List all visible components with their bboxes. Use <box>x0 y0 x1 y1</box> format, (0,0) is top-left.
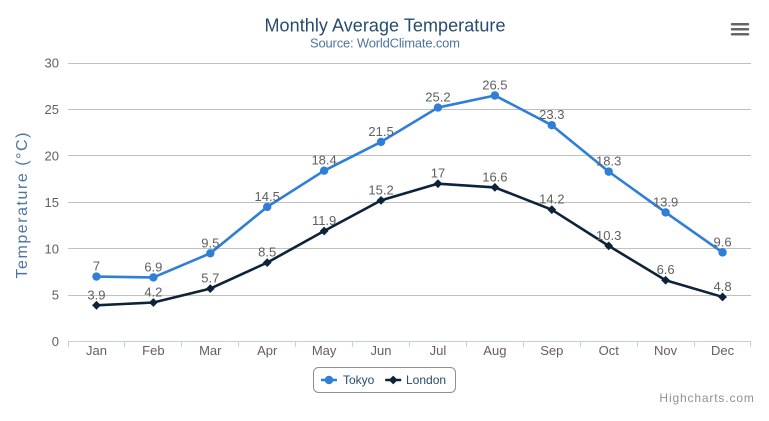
svg-text:Aug: Aug <box>483 343 506 358</box>
svg-text:14.2: 14.2 <box>539 192 564 207</box>
svg-text:6.6: 6.6 <box>657 262 675 277</box>
svg-text:Temperature (°C): Temperature (°C) <box>14 133 31 279</box>
svg-text:Dec: Dec <box>711 343 735 358</box>
svg-text:14.5: 14.5 <box>255 189 280 204</box>
svg-text:5.7: 5.7 <box>201 271 219 286</box>
svg-text:9.6: 9.6 <box>714 234 732 249</box>
svg-text:21.5: 21.5 <box>368 124 393 139</box>
svg-text:9.5: 9.5 <box>201 235 219 250</box>
svg-text:10.3: 10.3 <box>596 228 621 243</box>
svg-text:15: 15 <box>45 195 59 210</box>
svg-text:16.6: 16.6 <box>482 169 507 184</box>
svg-text:Source: WorldClimate.com: Source: WorldClimate.com <box>310 36 460 51</box>
svg-text:Monthly Average Temperature: Monthly Average Temperature <box>265 15 506 35</box>
svg-text:18.3: 18.3 <box>596 154 621 169</box>
svg-text:8.5: 8.5 <box>258 245 276 260</box>
svg-text:May: May <box>312 343 337 358</box>
svg-text:15.2: 15.2 <box>368 182 393 197</box>
svg-text:6.9: 6.9 <box>144 259 162 274</box>
svg-text:4.2: 4.2 <box>144 285 162 300</box>
svg-text:5: 5 <box>52 288 59 303</box>
svg-text:Mar: Mar <box>199 343 222 358</box>
svg-text:18.4: 18.4 <box>311 153 336 168</box>
svg-text:Sep: Sep <box>540 343 563 358</box>
svg-text:Jul: Jul <box>430 343 447 358</box>
svg-text:4.8: 4.8 <box>714 279 732 294</box>
svg-text:London: London <box>406 373 446 387</box>
svg-text:23.3: 23.3 <box>539 107 564 122</box>
svg-text:17: 17 <box>431 166 445 181</box>
svg-text:3.9: 3.9 <box>87 287 105 302</box>
svg-text:Apr: Apr <box>257 343 278 358</box>
svg-text:Tokyo: Tokyo <box>343 373 375 387</box>
svg-text:Jan: Jan <box>86 343 107 358</box>
svg-text:0: 0 <box>52 334 59 349</box>
svg-text:Feb: Feb <box>142 343 164 358</box>
svg-text:7: 7 <box>93 259 100 274</box>
svg-text:Jun: Jun <box>371 343 392 358</box>
svg-text:11.9: 11.9 <box>312 213 336 228</box>
svg-text:30: 30 <box>45 56 59 71</box>
svg-text:25: 25 <box>45 102 59 117</box>
svg-text:13.9: 13.9 <box>653 194 678 209</box>
svg-text:26.5: 26.5 <box>482 77 507 92</box>
svg-text:Highcharts.com: Highcharts.com <box>659 391 754 405</box>
svg-text:25.2: 25.2 <box>425 90 450 105</box>
svg-text:20: 20 <box>45 148 59 163</box>
svg-text:Nov: Nov <box>654 343 678 358</box>
svg-text:10: 10 <box>45 241 59 256</box>
svg-text:Oct: Oct <box>599 343 620 358</box>
